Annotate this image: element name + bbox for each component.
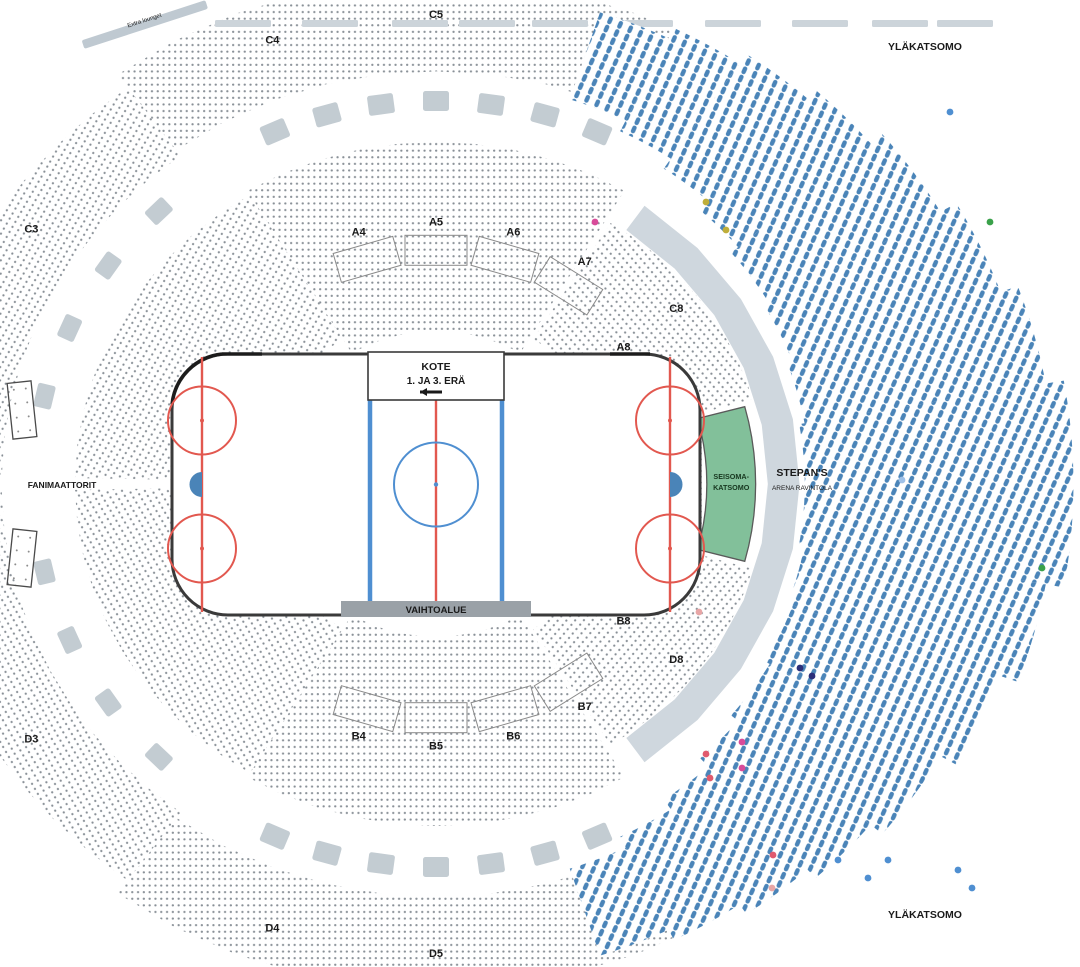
svg-text:YLÄKATSOMO: YLÄKATSOMO [888,40,962,53]
svg-text:D3: D3 [24,734,38,746]
svg-text:B4: B4 [352,731,367,743]
svg-text:D4: D4 [265,923,280,935]
svg-text:1. JA 3. ERÄ: 1. JA 3. ERÄ [407,374,466,387]
svg-text:KOTE: KOTE [421,361,450,373]
svg-text:C5: C5 [429,9,443,21]
svg-text:B7: B7 [578,701,592,713]
svg-text:A4: A4 [352,227,367,239]
svg-text:YLÄKATSOMO: YLÄKATSOMO [888,908,962,921]
svg-text:C4: C4 [265,34,280,46]
svg-text:A5: A5 [429,216,443,228]
svg-text:B5: B5 [429,741,443,753]
svg-text:D5: D5 [429,948,443,960]
svg-text:D8: D8 [669,654,683,666]
svg-text:A8: A8 [616,342,630,354]
svg-text:VAIHTOALUE: VAIHTOALUE [406,605,467,616]
svg-text:A7: A7 [578,256,592,268]
svg-text:C3: C3 [24,224,38,236]
svg-text:ARENA RAVINTOLA: ARENA RAVINTOLA [772,485,833,492]
svg-text:B6: B6 [506,731,520,743]
svg-text:FANIMAATTORIT: FANIMAATTORIT [28,480,97,490]
svg-text:KATSOMO: KATSOMO [713,483,750,492]
svg-text:B8: B8 [616,615,630,627]
svg-text:STEPAN'S: STEPAN'S [776,467,827,479]
svg-text:A6: A6 [506,227,520,239]
svg-text:SEISOMA-: SEISOMA- [713,472,749,481]
svg-text:C8: C8 [669,303,683,315]
